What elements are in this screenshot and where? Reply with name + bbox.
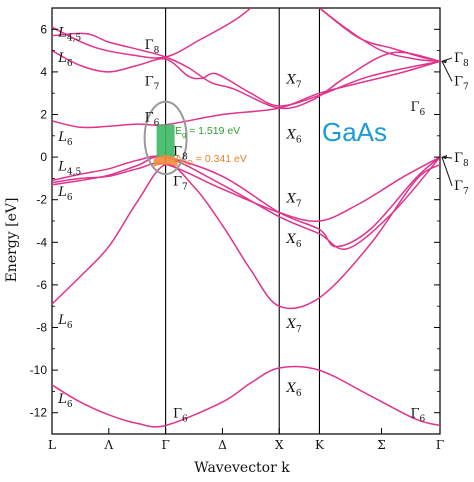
point-labels: L4,5 L6 L6 L4,5 L6 L6 L6 Γ8 Γ7 Γ6 Γ8 Γ7 Γ6 X7 X6 X7 X6 X7…	[57, 25, 425, 424]
symmetry-point-label: X6	[286, 128, 302, 146]
symmetry-point-label: Γ6	[410, 100, 425, 118]
symmetry-point-label: L6	[57, 51, 73, 69]
band-line-band-9	[52, 8, 252, 59]
y-tick-label: -12	[30, 406, 48, 420]
band-line-band-8	[52, 32, 440, 110]
band-line-band-11	[319, 8, 440, 63]
x-axis-label: Wavevector k	[194, 460, 290, 476]
symmetry-point-label: L4,5	[57, 25, 81, 43]
symmetry-point-label: Γ8	[145, 38, 160, 56]
material-label: GaAs	[322, 117, 387, 147]
y-axis: 6 4 2 0 -2 -4 -6 -8 -10 -12	[30, 7, 440, 435]
bandgap-label: Eg = 1.519 eV	[175, 125, 240, 139]
symmetry-point-label: Γ8	[454, 51, 469, 69]
y-tick-label: 6	[40, 22, 47, 36]
symmetry-point-label: Γ6	[145, 111, 160, 129]
symmetry-point-label: Γ7	[454, 74, 469, 92]
x-tick-label: Λ	[103, 438, 113, 452]
symmetry-lines	[165, 8, 321, 434]
y-tick-label: -6	[36, 278, 47, 292]
symmetry-point-label: L6	[57, 185, 73, 203]
band-line-band-6	[52, 60, 440, 129]
x-tick-label: L	[48, 438, 56, 452]
x-tick-label: X	[275, 438, 284, 452]
x-tick-label: Γ	[161, 438, 169, 452]
x-tick-label: Δ	[218, 438, 227, 452]
band-line-band-1	[52, 365, 440, 428]
symmetry-point-label: L6	[57, 313, 73, 331]
symmetry-point-label: X7	[286, 192, 302, 210]
x-tick-label: Σ	[377, 438, 385, 452]
y-tick-label: -4	[36, 235, 47, 249]
band-line-band-5	[52, 155, 440, 248]
symmetry-point-label: Γ7	[145, 74, 160, 92]
highlight-ellipse	[143, 100, 188, 176]
symmetry-point-label: Γ7	[173, 175, 188, 193]
band-line-band-2	[52, 163, 440, 310]
symmetry-point-label: L6	[57, 130, 73, 148]
y-tick-label: -2	[36, 193, 47, 207]
pointer-arrowhead	[441, 155, 447, 160]
y-tick-label: 2	[40, 108, 47, 122]
band-line-band-10	[319, 8, 440, 63]
pointer-arrowhead	[441, 59, 447, 64]
gap-annotation	[143, 100, 188, 176]
x-tick-label: K	[315, 438, 325, 452]
symmetry-point-label: Γ8	[173, 145, 188, 163]
bandgap-bar	[156, 124, 175, 158]
symmetry-point-label: X7	[286, 317, 302, 335]
y-tick-label: 4	[40, 65, 47, 79]
right-labels: Γ8 Γ7 Γ8 Γ7	[441, 51, 469, 197]
symmetry-point-label: L4,5	[57, 160, 81, 178]
x-tick-label: Γ	[436, 438, 444, 452]
symmetry-point-label: X6	[286, 381, 302, 399]
band-line-band-3	[52, 156, 440, 223]
symmetry-point-label: Γ6	[173, 407, 188, 425]
symmetry-point-label: X7	[286, 72, 302, 90]
y-tick-label: -8	[36, 321, 47, 335]
symmetry-point-label: L6	[57, 392, 73, 410]
symmetry-point-label: Γ7	[454, 179, 469, 197]
symmetry-point-label: X6	[286, 232, 302, 250]
symmetry-point-label: Γ8	[454, 151, 469, 169]
y-axis-label: Energy [eV]	[4, 198, 20, 283]
pointer-arrow	[441, 156, 453, 186]
pointer-arrow	[441, 61, 453, 82]
symmetry-point-label: Γ6	[410, 407, 425, 425]
y-tick-label: 0	[40, 150, 47, 164]
band-lines	[52, 8, 440, 428]
y-tick-label: -10	[30, 363, 48, 377]
band-line-band-4	[52, 155, 440, 251]
spin-orbit-label: ΔSO = 0.341 eV	[175, 153, 247, 167]
spin-orbit-wedge	[153, 155, 178, 167]
